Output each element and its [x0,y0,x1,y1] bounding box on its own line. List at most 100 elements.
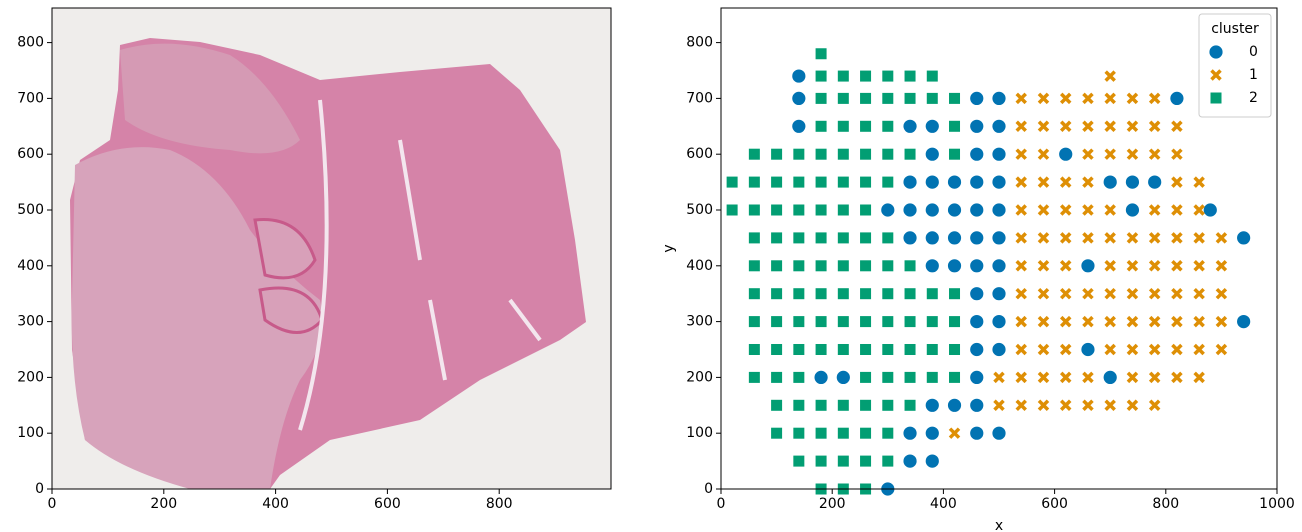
point [904,70,916,82]
point [1147,174,1163,190]
point [860,148,872,160]
point [882,120,894,132]
point [969,146,985,162]
point [835,369,851,385]
point [837,427,849,439]
x-tick-label: 400 [930,496,957,512]
point [837,399,849,411]
point [882,316,894,328]
point [969,202,985,218]
point [771,148,783,160]
point [924,174,940,190]
point [1104,287,1116,300]
point [926,316,938,328]
point [1193,204,1205,216]
point [1215,315,1228,328]
point [969,397,985,413]
point [860,260,872,272]
point [815,148,827,160]
point [793,260,805,272]
point [726,176,738,188]
point [1171,343,1183,356]
point [748,232,760,244]
point [904,399,916,411]
point [1104,70,1116,82]
point [1125,174,1140,190]
point [837,316,849,328]
x-tick-label: 1000 [1259,496,1295,512]
point [1015,232,1027,244]
x-tick-label: 800 [1152,496,1179,512]
point [1104,148,1116,160]
point [949,371,961,383]
point [860,371,872,383]
point [969,286,985,302]
point [748,176,760,188]
point [904,92,916,104]
point [991,146,1007,162]
point [924,397,940,413]
point [860,399,872,411]
y-tick-label: 700 [17,90,44,106]
point [1059,260,1072,272]
point [1037,92,1050,105]
point [748,204,760,216]
y-tick-label: 600 [17,146,44,162]
y-tick-label: 300 [686,314,713,330]
point [1171,120,1183,133]
point [1037,315,1050,328]
point [1059,343,1072,356]
point [791,118,807,134]
point [793,343,805,355]
point [1148,315,1161,328]
x-tick-label: 400 [262,496,289,512]
point [1126,315,1139,328]
point [991,230,1007,246]
legend-marker [1210,92,1222,104]
tissue-nodule [253,218,324,334]
point [726,204,738,216]
point [1059,232,1072,244]
point [1015,204,1027,216]
point [1015,92,1027,105]
point [860,70,872,82]
x-tick-label: 200 [819,496,846,512]
point [1193,176,1205,188]
point [815,204,827,216]
point [1148,204,1161,216]
point [837,260,849,272]
point [882,288,894,300]
point [1215,287,1228,300]
point [993,371,1005,384]
point [1148,120,1161,133]
y-tick-label: 100 [686,425,713,441]
point [837,204,849,216]
legend-marker [1208,44,1224,60]
tissue-lobe [71,147,323,489]
point [1037,260,1050,272]
point [1126,260,1139,272]
point [1148,260,1161,272]
point [1082,399,1094,412]
point [748,148,760,160]
point [815,48,827,60]
point [837,120,849,132]
point [1171,260,1183,272]
point [949,92,961,104]
point [882,260,894,272]
point [991,286,1007,302]
point [991,118,1007,134]
point [969,369,985,385]
point [1082,120,1094,133]
point [1125,202,1140,218]
point [947,174,962,190]
point [815,343,827,355]
point [1148,287,1161,300]
point [1015,176,1027,188]
point [1059,120,1072,133]
y-tick-label: 700 [686,90,713,106]
point [860,288,872,300]
point [1059,399,1072,412]
y-tick-label: 500 [17,202,44,218]
point [926,288,938,300]
